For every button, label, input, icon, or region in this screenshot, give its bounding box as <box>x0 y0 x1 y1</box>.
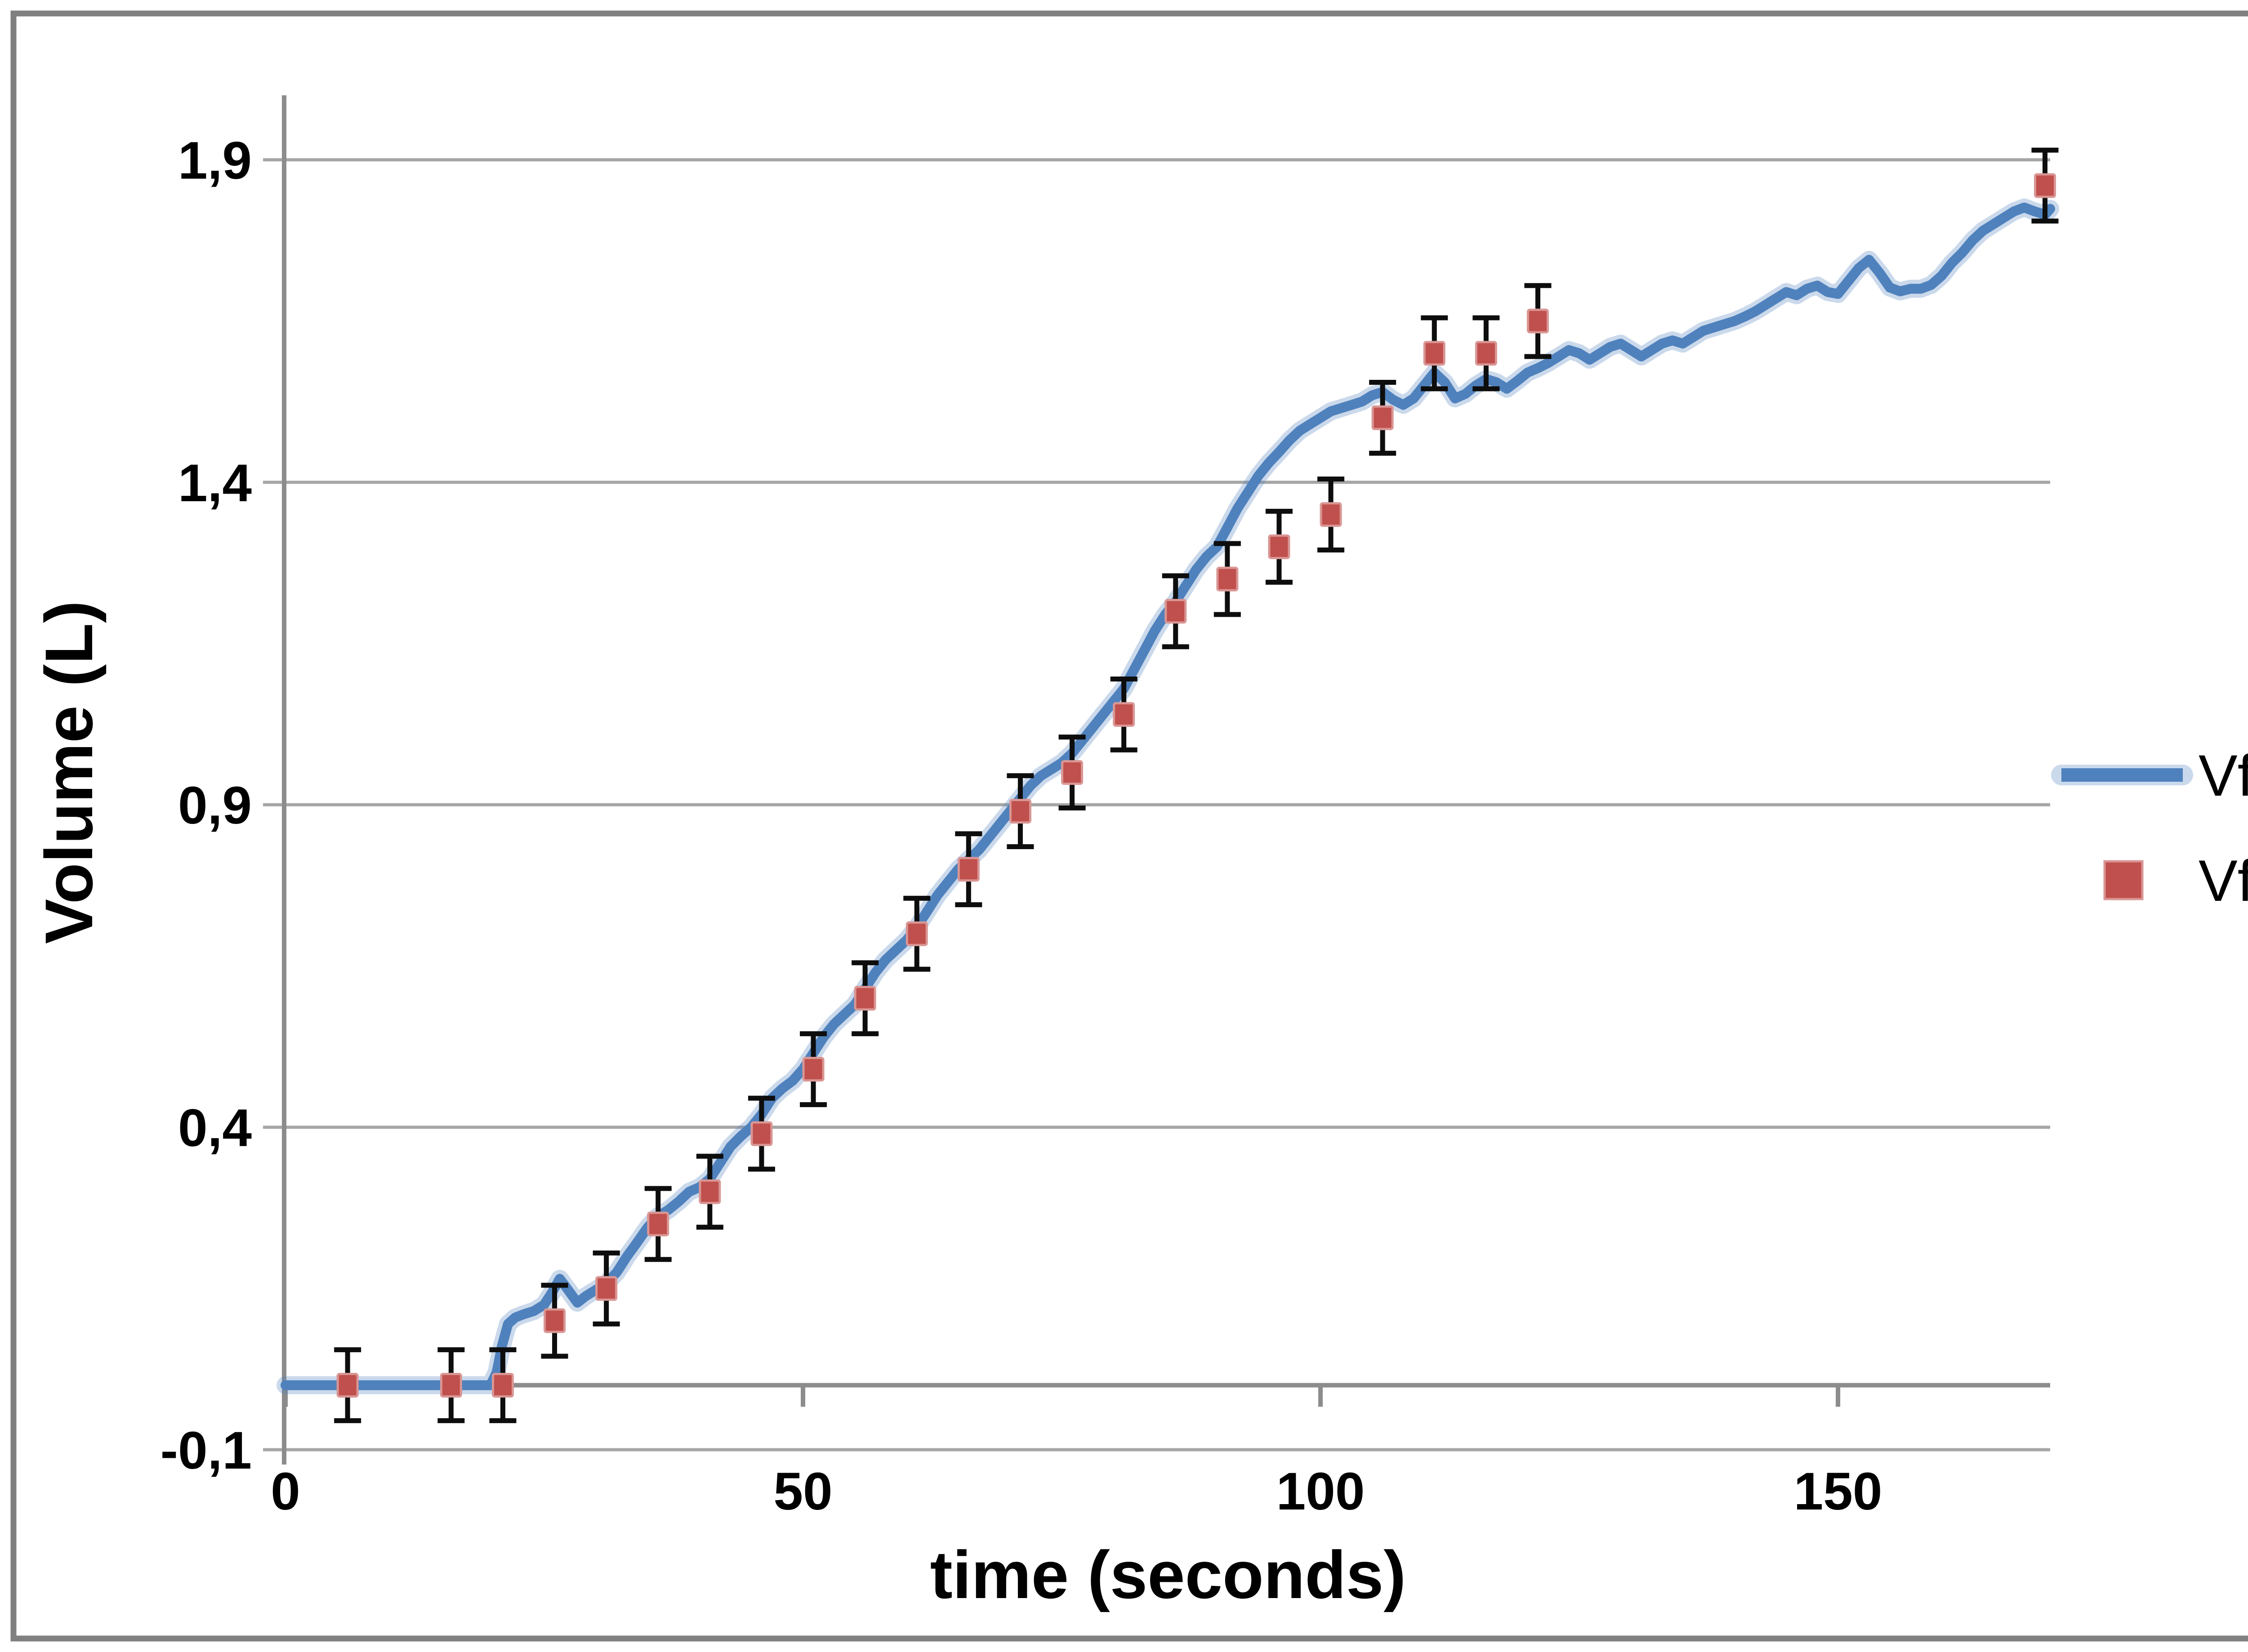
axes <box>282 95 2050 1465</box>
vfreal-marker <box>1320 502 1342 527</box>
vfreal-marker <box>544 1308 566 1333</box>
vfreal-marker <box>802 1056 825 1082</box>
x-tick-label: 100 <box>1276 1462 1365 1521</box>
vfreal-marker <box>1268 534 1290 559</box>
vfreal-marker <box>491 1373 514 1398</box>
outer-border <box>10 10 2248 1642</box>
error-bars <box>334 147 2059 1423</box>
y-tick-label: 0,4 <box>178 1099 252 1158</box>
y-tick-label: 0,9 <box>178 776 252 835</box>
legend: Vf(e) Vf(real) <box>2051 743 2248 913</box>
vfreal-marker <box>750 1121 773 1146</box>
vfreal-marker <box>1113 702 1135 727</box>
vfreal-marker <box>957 857 980 882</box>
legend-marker-vfreal <box>2103 860 2144 900</box>
gridlines <box>263 158 2050 1452</box>
y-tick-label: 1,9 <box>178 131 252 190</box>
x-tick-label: 50 <box>773 1462 832 1521</box>
series-vfreal-markers <box>336 173 2056 1398</box>
vfreal-marker <box>1526 308 1549 334</box>
vfreal-marker <box>595 1276 618 1301</box>
y-axis-tick-labels: -0,1 0,4 0,9 1,4 1,9 <box>161 131 252 1480</box>
vfreal-marker <box>2034 173 2056 198</box>
x-tick-label: 150 <box>1794 1462 1882 1521</box>
vfe-curve <box>281 202 2055 1390</box>
vfreal-marker <box>699 1179 721 1204</box>
vfreal-marker <box>647 1211 669 1237</box>
vfreal-marker <box>1371 405 1394 430</box>
vfreal-marker <box>1423 341 1445 366</box>
vfreal-marker <box>1475 341 1497 366</box>
vfreal-marker <box>1061 760 1084 785</box>
y-tick-label: -0,1 <box>161 1421 252 1480</box>
vfreal-marker <box>905 921 928 946</box>
legend-label-vfe: Vf(e) <box>2199 743 2248 808</box>
series-vfe-line <box>277 198 2059 1394</box>
vfreal-marker <box>1164 599 1187 624</box>
vfreal-marker <box>336 1373 359 1398</box>
vfe-curve-halo <box>277 198 2059 1394</box>
vfreal-marker <box>854 986 876 1011</box>
x-axis-title: time (seconds) <box>930 1537 1406 1612</box>
y-tick-label: 1,4 <box>178 454 252 513</box>
legend-label-vfreal: Vf(real) <box>2199 848 2248 913</box>
vfreal-marker <box>1216 566 1239 592</box>
vfreal-marker <box>1009 799 1031 824</box>
y-axis-title: Volume (L) <box>31 601 107 944</box>
x-tick-label: 0 <box>271 1462 300 1521</box>
vfreal-marker <box>440 1373 462 1398</box>
x-axis-tick-labels: 0 50 100 150 <box>271 1462 1882 1521</box>
